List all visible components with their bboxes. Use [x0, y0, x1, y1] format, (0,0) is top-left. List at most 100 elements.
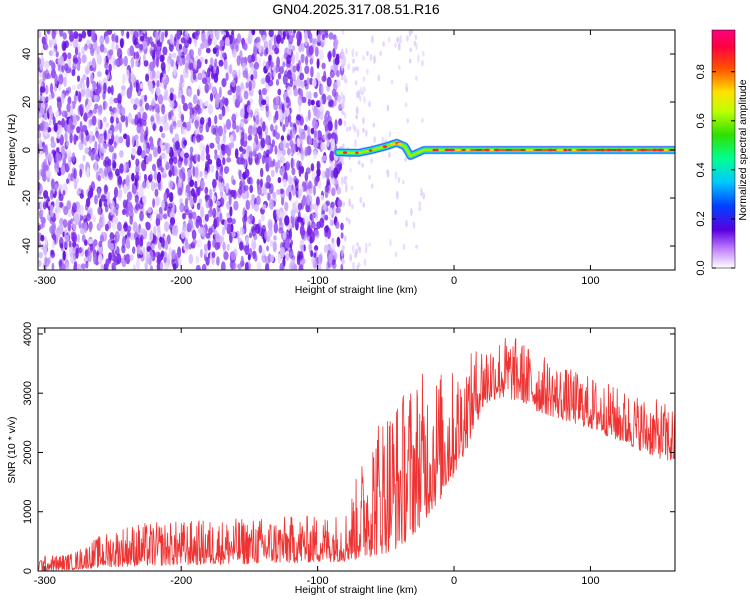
noise-blob [306, 194, 310, 206]
noise-blob [287, 184, 292, 194]
noise-blob [282, 30, 286, 40]
noise-blob [212, 238, 217, 248]
noise-blob [270, 239, 274, 247]
noise-blob [164, 221, 170, 233]
noise-blob [153, 226, 157, 236]
noise-blob [282, 103, 285, 114]
noise-blob [154, 209, 159, 216]
noise-blob [110, 116, 114, 124]
noise-blob [317, 33, 321, 43]
noise-blob [240, 121, 244, 128]
noise-blob [71, 84, 77, 91]
sparse-blob [344, 112, 347, 119]
noise-blob [68, 247, 73, 254]
sparse-blob [388, 151, 391, 159]
noise-blob [59, 30, 64, 37]
noise-blob [81, 46, 85, 55]
noise-blob [194, 180, 198, 189]
noise-blob [157, 145, 162, 154]
noise-blob [43, 112, 48, 121]
noise-blob [225, 118, 232, 130]
noise-blob [126, 225, 132, 232]
sparse-blob [351, 48, 355, 58]
noise-blob [260, 214, 265, 222]
noise-blob [117, 103, 122, 115]
noise-blob [189, 49, 194, 58]
noise-blob [87, 30, 93, 37]
noise-blob [300, 42, 305, 52]
noise-blob [156, 79, 160, 88]
noise-blob [232, 94, 236, 104]
noise-blob [195, 127, 200, 136]
noise-blob [81, 54, 87, 64]
noise-blob [140, 234, 144, 242]
noise-blob [50, 249, 55, 256]
sparse-blob [352, 66, 355, 74]
sparse-blob [420, 187, 423, 197]
noise-blob [70, 231, 76, 237]
noise-blob [84, 43, 88, 51]
noise-blob [132, 264, 136, 270]
noise-blob [253, 69, 258, 80]
noise-blob [265, 135, 270, 146]
noise-blob [125, 253, 131, 265]
ridge-hotspot [444, 148, 450, 152]
noise-blob [81, 30, 87, 39]
noise-blob [196, 88, 200, 97]
noise-blob [277, 159, 281, 169]
noise-blob [204, 186, 209, 195]
noise-blob [245, 145, 251, 154]
noise-blob [261, 99, 267, 106]
noise-blob [169, 192, 174, 203]
noise-blob [162, 46, 168, 56]
noise-blob [163, 256, 167, 264]
noise-blob [149, 61, 155, 72]
noise-blob [211, 86, 217, 95]
noise-blob [81, 81, 86, 91]
noise-blob [232, 262, 237, 270]
ridge-hotspot [355, 151, 359, 155]
noise-blob [237, 263, 243, 270]
noise-blob [38, 131, 41, 139]
noise-blob [336, 238, 341, 245]
noise-blob [104, 62, 109, 70]
sparse-blob [396, 190, 399, 200]
noise-blob [78, 141, 84, 151]
sparse-blob [345, 217, 349, 222]
noise-blob [284, 215, 290, 226]
sparse-blob [405, 220, 408, 228]
colorbar-tick-label: 0.4 [695, 162, 707, 177]
noise-blob [82, 154, 86, 162]
noise-blob [217, 171, 224, 179]
noise-blob [143, 60, 149, 67]
noise-blob [337, 199, 343, 208]
sparse-blob [363, 95, 366, 104]
noise-blob [86, 76, 90, 89]
noise-blob [289, 121, 293, 128]
noise-blob [331, 88, 337, 98]
noise-blob [254, 223, 261, 234]
noise-blob [248, 232, 253, 239]
noise-blob [275, 208, 281, 216]
noise-blob [310, 66, 314, 78]
noise-blob [139, 245, 144, 256]
sparse-blob [404, 157, 407, 162]
noise-blob [167, 61, 171, 73]
noise-blob [218, 181, 222, 191]
noise-blob [115, 117, 119, 124]
sparse-blob [352, 244, 355, 253]
noise-blob [104, 185, 109, 193]
noise-blob [222, 226, 225, 236]
noise-blob [193, 60, 198, 69]
noise-blob [120, 114, 126, 123]
noise-blob [48, 152, 54, 163]
sparse-blob [354, 66, 357, 72]
sparse-blob [345, 78, 348, 84]
sparse-blob [362, 76, 366, 82]
noise-blob [163, 154, 168, 165]
noise-blob [235, 125, 240, 133]
noise-blob [135, 51, 140, 59]
noise-blob [182, 212, 186, 220]
sparse-blob [362, 117, 365, 125]
noise-blob [188, 37, 192, 45]
